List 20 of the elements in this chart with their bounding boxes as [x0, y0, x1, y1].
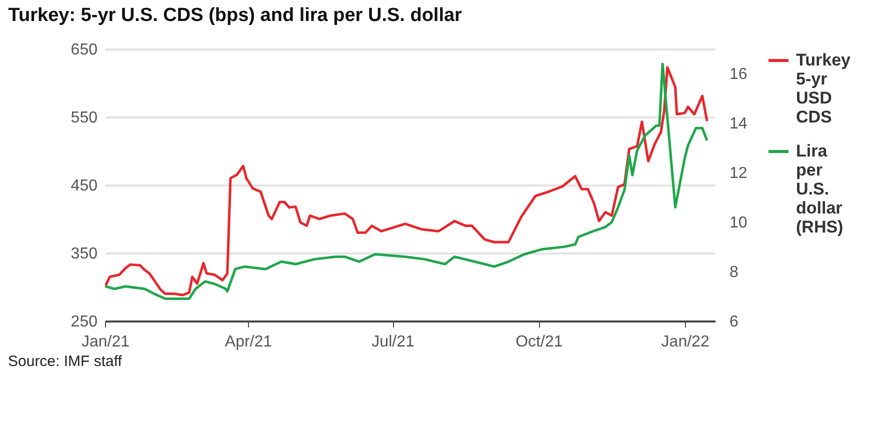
y-tick-label: 650 — [70, 42, 98, 58]
y2-tick-label: 8 — [730, 264, 738, 282]
y2-tick-label: 10 — [730, 214, 748, 232]
y2-tick-label: 14 — [730, 116, 748, 133]
y-tick-label: 450 — [70, 178, 98, 194]
legend-label: Lira per U.S. dollar (RHS) — [796, 142, 844, 236]
x-tick-label: Oct/21 — [516, 334, 563, 350]
chart-title: Turkey: 5-yr U.S. CDS (bps) and lira per U.S. dollar — [8, 5, 463, 26]
y-tick-label: 250 — [70, 314, 98, 330]
x-tick-label: Jul/21 — [372, 334, 414, 350]
y2-tick-label: 6 — [730, 314, 738, 330]
x-tick-label: Jan/22 — [661, 334, 710, 350]
y2-tick-label: 16 — [730, 66, 748, 84]
x-tick-label: Apr/21 — [224, 334, 272, 350]
legend-label: Turkey 5-yr USD CDS — [796, 50, 852, 126]
y-tick-label: 350 — [70, 246, 98, 262]
y2-tick-label: 12 — [730, 165, 748, 182]
x-tick-label: Jan/21 — [81, 334, 130, 350]
source-note: Source: IMF staff — [8, 353, 123, 370]
y-tick-label: 550 — [70, 110, 98, 126]
